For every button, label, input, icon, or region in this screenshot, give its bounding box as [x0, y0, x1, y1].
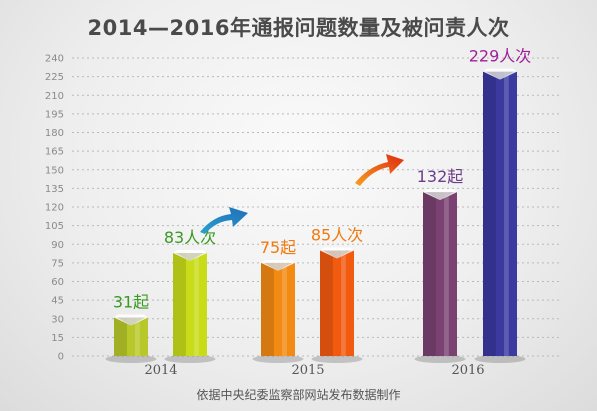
y-tick-label: 135 — [45, 184, 64, 195]
bar-shadow — [105, 355, 157, 363]
y-tick-label: 0 — [58, 352, 64, 363]
bar-shadow — [252, 355, 304, 363]
bar-cap-shade — [117, 317, 145, 326]
bar — [261, 262, 295, 356]
source-note: 依据中央纪委监察部网站发布数据制作 — [196, 388, 401, 402]
bar-cap — [173, 249, 207, 261]
y-tick-label: 90 — [51, 240, 64, 251]
bar-value-label: 75起 — [260, 238, 296, 257]
y-tick-label: 180 — [45, 128, 64, 139]
bar-cap-shade — [264, 262, 292, 271]
bar-shadow — [164, 355, 216, 363]
bar-cap-shade — [323, 250, 351, 259]
y-tick-label: 210 — [45, 91, 64, 102]
bar — [173, 252, 207, 356]
bar-cap-shade — [426, 192, 454, 201]
y-tick-label: 120 — [45, 203, 64, 214]
bar-side — [423, 192, 436, 356]
y-tick-label: 105 — [45, 221, 64, 232]
y-tick-label: 150 — [45, 165, 64, 176]
x-category-label: 2016 — [451, 363, 484, 378]
chart-title: 2014—2016年通报问题数量及被问责人次 — [87, 16, 510, 40]
bar-value-label: 229人次 — [469, 47, 532, 66]
bar-cap — [261, 259, 295, 271]
trend-arrow-icon — [200, 207, 248, 234]
bar-side — [173, 252, 186, 356]
bar-highlight — [194, 252, 199, 356]
bar-shadow — [311, 355, 363, 363]
bar-highlight — [282, 262, 287, 356]
y-tick-label: 165 — [45, 147, 64, 158]
y-tick-label: 225 — [45, 72, 64, 83]
bar-cap — [423, 189, 457, 201]
bar-side — [261, 262, 274, 356]
bar-shadow — [414, 355, 466, 363]
bar — [423, 192, 457, 356]
bar-value-label: 85人次 — [311, 225, 363, 244]
x-category-label: 2015 — [291, 363, 324, 378]
y-tick-label: 30 — [51, 314, 64, 325]
bar-cap — [114, 314, 148, 326]
bar-cap — [320, 247, 354, 259]
bar-shadow — [474, 355, 526, 363]
bar-cap-shade — [176, 252, 204, 261]
bar — [320, 250, 354, 356]
trend-arrow-icon — [355, 154, 404, 186]
bar-value-label: 132起 — [417, 167, 464, 186]
y-tick-label: 45 — [51, 296, 64, 307]
bar-highlight — [341, 250, 346, 356]
bar — [483, 71, 517, 357]
bar-value-label: 83人次 — [164, 228, 216, 247]
y-tick-label: 15 — [51, 333, 64, 344]
y-tick-label: 60 — [51, 277, 64, 288]
y-tick-label: 75 — [51, 258, 64, 269]
bar-cap-shade — [486, 71, 514, 80]
bar-side — [320, 250, 333, 356]
y-tick-label: 240 — [45, 54, 64, 65]
x-category-label: 2014 — [144, 363, 177, 378]
bar-highlight — [444, 192, 449, 356]
bar-side — [483, 71, 496, 357]
bar-side — [114, 317, 127, 356]
bar-cap — [483, 68, 517, 80]
bar-highlight — [504, 71, 509, 357]
bar-layer — [105, 68, 526, 363]
bar-value-label: 31起 — [113, 293, 149, 312]
y-tick-label: 195 — [45, 109, 64, 120]
grid-layer: 0 15 30 45 60 75 90 105 120 135 150 165 180 195 210 225… — [45, 54, 560, 363]
bar-highlight — [135, 317, 140, 356]
